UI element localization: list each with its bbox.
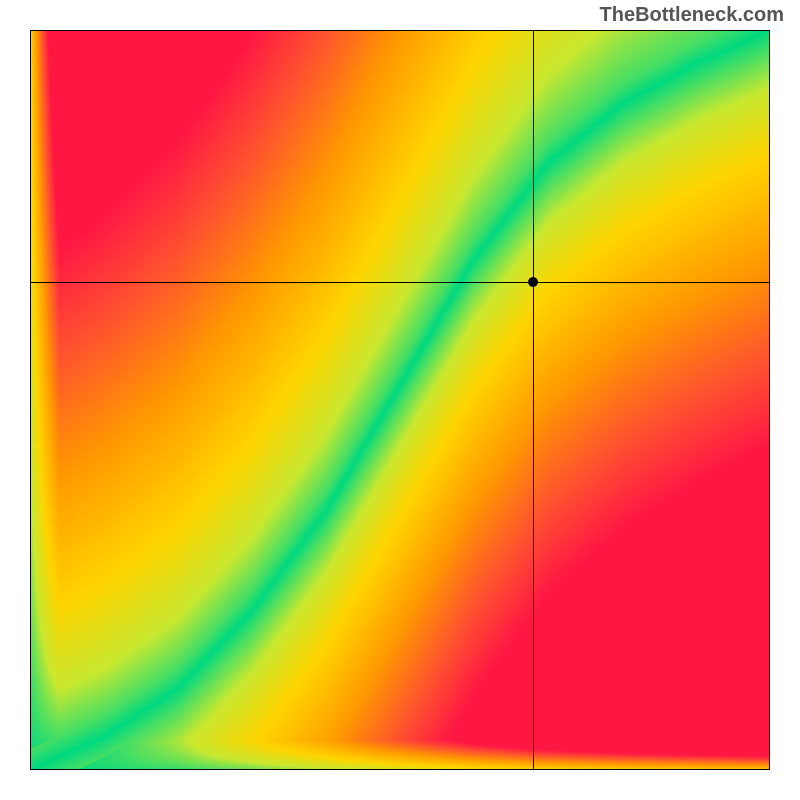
heatmap-canvas	[30, 30, 770, 770]
bottleneck-heatmap	[30, 30, 770, 770]
watermark: TheBottleneck.com	[600, 4, 784, 27]
